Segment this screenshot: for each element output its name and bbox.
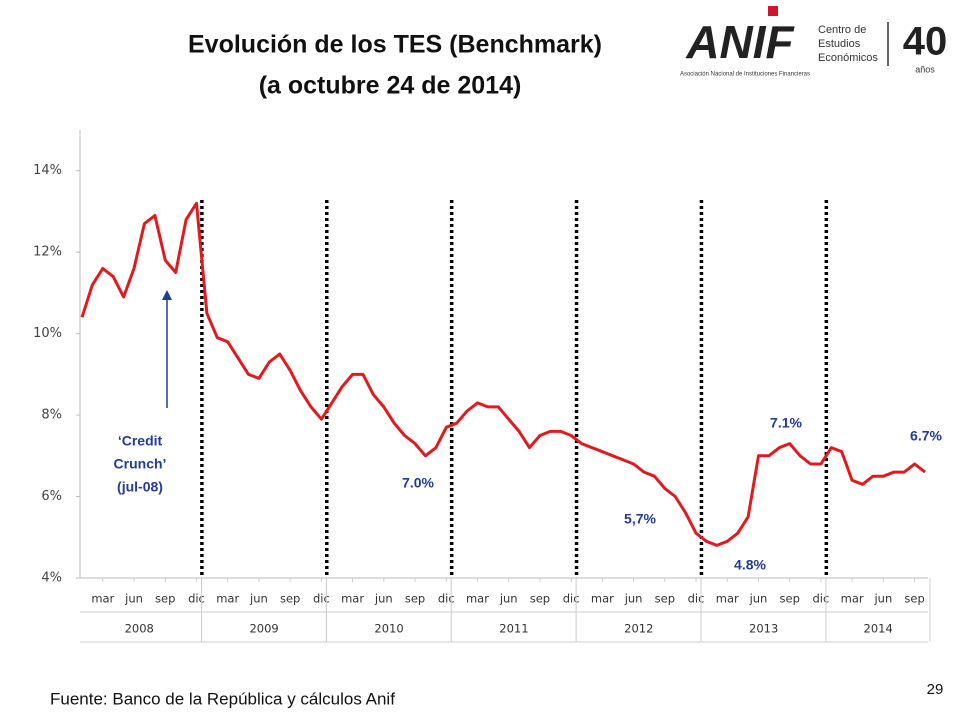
logo-dot [768, 6, 778, 16]
y-tick-label: 12% [33, 245, 62, 260]
annotation: 7.0% [402, 475, 434, 491]
logo-center: Estudios [818, 38, 861, 50]
x-tick-label: dic [188, 592, 205, 606]
annotation: ‘Credit [118, 433, 163, 449]
logo-anniversary: 40 [903, 20, 948, 64]
annotation: (jul-08) [117, 479, 163, 495]
x-tick-label: mar [466, 592, 489, 606]
x-tick-label: mar [341, 592, 364, 606]
x-tick-label: jun [249, 592, 268, 606]
x-tick-label: mar [841, 592, 864, 606]
x-tick-label: jun [873, 592, 892, 606]
logo: ANIF Asociación Nacional de Institucione… [680, 6, 947, 78]
x-tick-label: jun [749, 592, 768, 606]
annotation: 7.1% [770, 415, 802, 431]
year-label: 2013 [749, 622, 778, 636]
year-label: 2014 [864, 622, 893, 636]
x-tick-label: mar [716, 592, 739, 606]
logo-center: Centro de [818, 24, 866, 36]
x-tick-label: sep [780, 592, 800, 606]
logo-center: Económicos [818, 52, 878, 64]
logo-brand: ANIF [685, 16, 795, 68]
x-tick-label: sep [530, 592, 550, 606]
y-tick-label: 4% [41, 571, 62, 586]
y-tick-label: 14% [33, 163, 62, 178]
x-tick-label: dic [438, 592, 455, 606]
year-label: 2012 [624, 622, 653, 636]
annotation: 5,7% [624, 511, 656, 527]
x-tick-label: sep [405, 592, 425, 606]
year-label: 2010 [374, 622, 403, 636]
y-tick-label: 10% [33, 326, 62, 341]
x-tick-label: sep [155, 592, 175, 606]
x-tick-label: mar [91, 592, 114, 606]
annotation: Crunch’ [114, 456, 167, 472]
year-label: 2011 [499, 622, 528, 636]
x-tick-label: mar [216, 592, 239, 606]
source: Fuente: Banco de la República y cálculos… [50, 689, 395, 708]
x-tick-label: jun [499, 592, 518, 606]
annotation: 6.7% [910, 428, 942, 444]
logo-subtitle: Asociación Nacional de Instituciones Fin… [680, 72, 810, 78]
x-tick-label: jun [124, 592, 143, 606]
series-line [80, 201, 926, 547]
year-label: 2009 [249, 622, 278, 636]
x-tick-label: dic [688, 592, 705, 606]
x-tick-label: dic [813, 592, 830, 606]
x-tick-label: mar [591, 592, 614, 606]
annotation-arrowhead [162, 290, 172, 300]
x-tick-label: jun [374, 592, 393, 606]
year-label: 2008 [125, 622, 154, 636]
title-line: (a octubre 24 de 2014) [259, 72, 522, 100]
logo-anniversary-unit: años [915, 64, 935, 74]
y-tick-label: 8% [41, 408, 62, 423]
title-line: Evolución de los TES (Benchmark) [188, 31, 602, 59]
x-tick-label: sep [655, 592, 675, 606]
y-tick-label: 6% [41, 489, 62, 504]
x-tick-label: dic [313, 592, 330, 606]
page-number: 29 [927, 681, 944, 698]
annotation: 4.8% [734, 557, 766, 573]
x-tick-label: sep [904, 592, 924, 606]
x-tick-label: sep [280, 592, 300, 606]
x-tick-label: dic [563, 592, 580, 606]
x-tick-label: jun [624, 592, 643, 606]
